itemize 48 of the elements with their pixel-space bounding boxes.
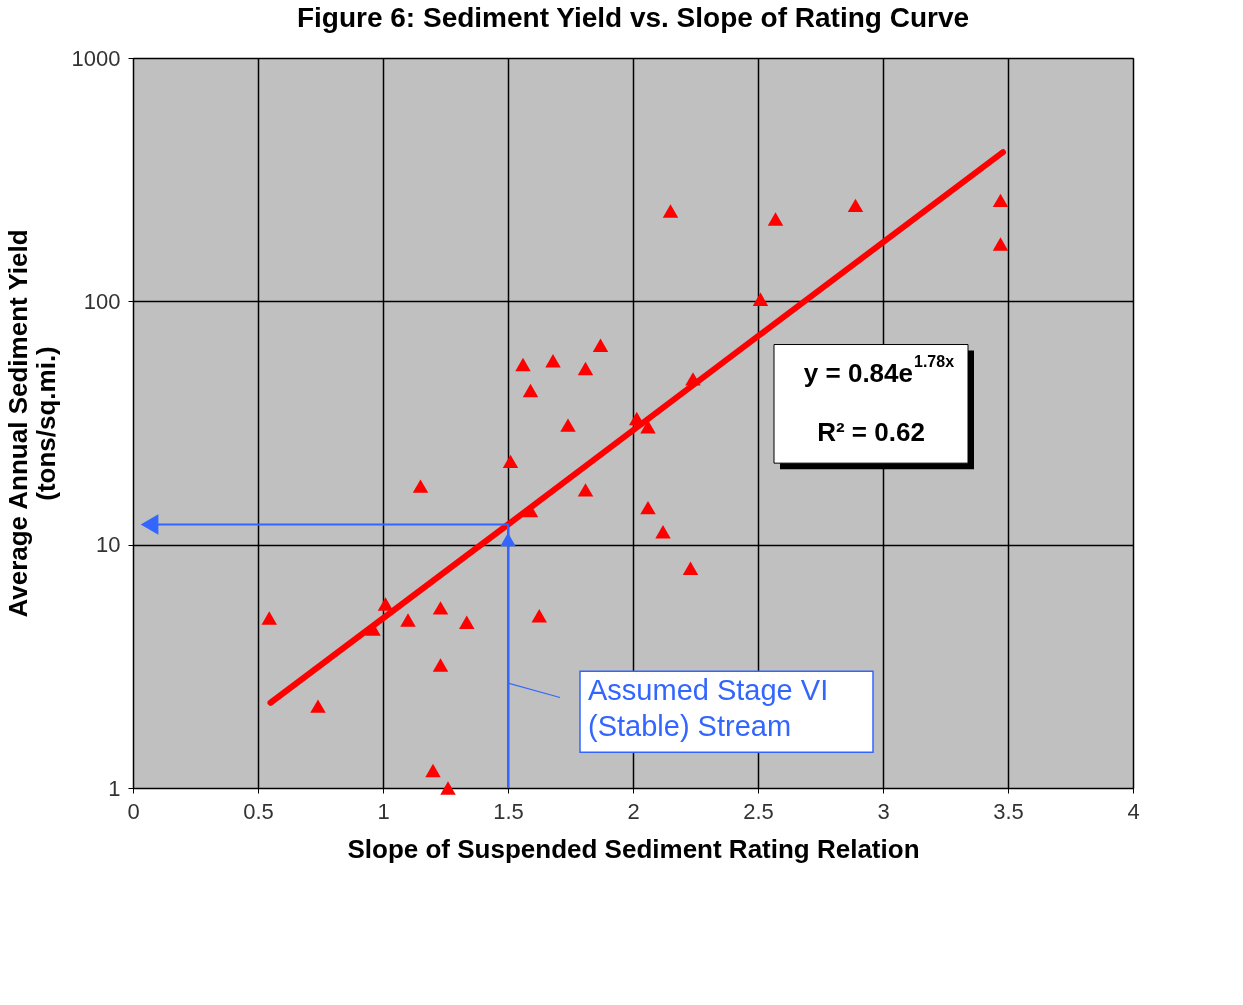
point (261, 611, 277, 625)
point (655, 525, 671, 539)
point (577, 361, 594, 376)
point (459, 615, 475, 629)
chart-title: Figure 6: Sediment Yield vs. Slope of Rating Curve (296, 2, 970, 33)
y-tick-label: 1 (108, 775, 121, 801)
point (662, 204, 679, 218)
x-tick-label: 3.5 (993, 798, 1024, 824)
x-axis-title: Slope of Suspended Sediment Rating Relation (347, 833, 920, 864)
point (500, 532, 516, 547)
point (682, 561, 699, 575)
annotation: Assumed Stage VI (Stable) Stream (588, 674, 829, 743)
point (502, 454, 519, 469)
point (425, 763, 441, 778)
point (752, 292, 769, 306)
point (432, 658, 449, 672)
point (522, 383, 539, 398)
x-tick-label: 1 (377, 798, 390, 824)
annotation: R² = 0.62 (817, 417, 925, 448)
y-axis-title: Average Annual Sediment Yield (tons/sq.mi.) (2, 229, 61, 618)
point (992, 193, 1009, 208)
point (412, 479, 429, 493)
x-tick-label: 0 (127, 798, 140, 824)
y-tick-label: 100 (83, 288, 121, 314)
point (992, 237, 1009, 251)
x-tick-label: 2 (627, 798, 640, 824)
point (640, 420, 656, 434)
point (440, 781, 456, 795)
y-tick-label: 1000 (71, 45, 121, 71)
x-tick-label: 0.5 (243, 798, 274, 824)
point (432, 601, 449, 615)
point (310, 699, 326, 713)
point (515, 357, 531, 372)
point (377, 597, 394, 611)
point (640, 500, 656, 515)
point (577, 483, 594, 497)
x-tick-label: 3 (877, 798, 890, 824)
x-tick-label: 1.5 (493, 798, 524, 824)
point (592, 338, 609, 352)
point (560, 418, 576, 432)
point (847, 198, 864, 213)
point (531, 609, 547, 623)
point (400, 613, 416, 627)
point (767, 212, 784, 226)
point (545, 354, 561, 368)
x-tick-label: 4 (1127, 798, 1140, 824)
x-tick-label: 2.5 (743, 798, 774, 824)
y-tick-label: 10 (96, 532, 121, 558)
